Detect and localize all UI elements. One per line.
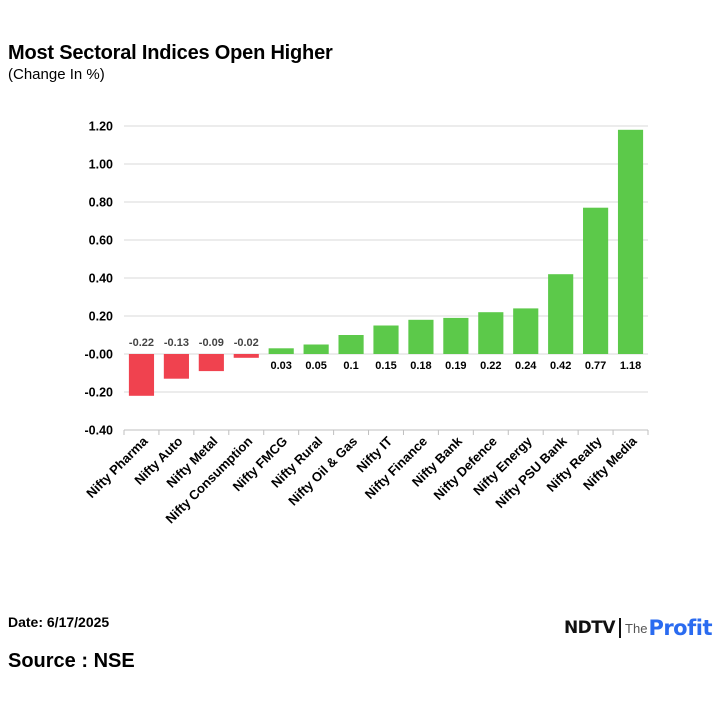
data-label: 0.42	[550, 360, 571, 372]
y-tick-label: 1.00	[89, 158, 113, 172]
logo-profit: Profit	[648, 616, 712, 640]
data-label: 0.03	[270, 360, 291, 372]
data-label: 1.18	[620, 360, 641, 372]
bar	[617, 129, 644, 354]
y-tick-label: 0.80	[89, 196, 113, 210]
bar	[198, 354, 224, 372]
data-label: 0.18	[410, 360, 431, 372]
bar	[128, 354, 155, 396]
bar-chart: 1.20 1.00 0.80 0.60 0.40 0.20 -0.00 -0.20 -0.40 -…	[83, 120, 649, 526]
date-label: Date: 6/17/2025	[8, 614, 110, 630]
data-label: -0.22	[129, 337, 154, 349]
y-tick-label: 1.20	[89, 120, 113, 134]
data-label: 0.22	[480, 360, 501, 372]
y-tick-label: -0.00	[85, 348, 114, 362]
bar	[268, 348, 294, 354]
data-label: -0.09	[199, 337, 224, 349]
y-tick-label: -0.40	[85, 424, 114, 438]
data-label: 0.19	[445, 360, 466, 372]
data-label: -0.13	[164, 337, 189, 349]
bar	[443, 317, 469, 354]
bar	[163, 354, 189, 379]
logo-brand: NDTV	[563, 618, 616, 638]
data-label: 0.77	[585, 360, 606, 372]
data-label: 0.1	[343, 360, 358, 372]
bar	[583, 207, 609, 354]
y-tick-label: 0.40	[89, 272, 113, 286]
chart-title: Most Sectoral Indices Open Higher	[8, 42, 333, 64]
chart-subtitle: (Change In %)	[8, 66, 105, 83]
bar	[338, 335, 364, 354]
bar	[478, 312, 504, 354]
ndtv-profit-logo: NDTV The Profit	[563, 614, 713, 642]
y-tick-label: -0.20	[85, 386, 114, 400]
logo-the: The	[625, 620, 648, 636]
y-tick-label: 0.60	[89, 234, 113, 248]
bar	[233, 354, 259, 358]
bar	[513, 308, 539, 354]
data-label: 0.24	[515, 360, 537, 372]
bar	[408, 319, 434, 354]
data-label: 0.05	[305, 360, 326, 372]
bar	[373, 325, 399, 354]
bar	[303, 344, 329, 354]
data-label: 0.15	[375, 360, 396, 372]
logo-divider	[619, 618, 622, 638]
y-tick-label: 0.20	[89, 310, 113, 324]
source-label: Source : NSE	[8, 650, 135, 672]
data-label: -0.02	[234, 337, 259, 349]
bar	[548, 274, 574, 354]
